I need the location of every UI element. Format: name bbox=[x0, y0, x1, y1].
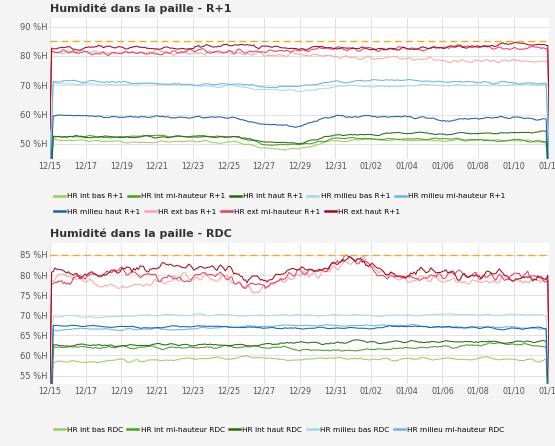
Text: Humidité dans la paille - R+1: Humidité dans la paille - R+1 bbox=[50, 4, 231, 14]
Text: Humidité dans la paille - RDC: Humidité dans la paille - RDC bbox=[50, 229, 232, 240]
Legend: HR milieu haut R+1, HR ext bas R+1, HR ext mi-hauteur R+1, HR ext haut R+1: HR milieu haut R+1, HR ext bas R+1, HR e… bbox=[54, 209, 400, 215]
